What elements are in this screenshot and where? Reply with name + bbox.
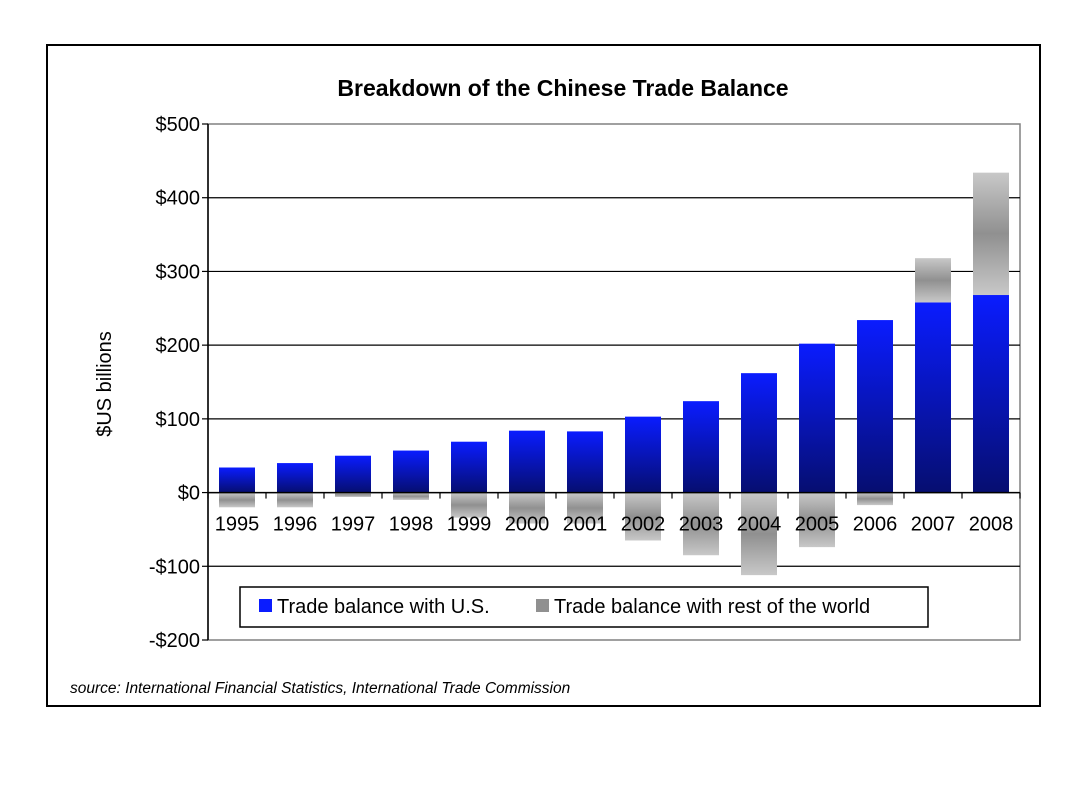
bar-us-1997	[335, 455, 371, 493]
bar-us-2000	[509, 430, 545, 493]
y-tick-label: $500	[156, 114, 201, 136]
y-tick-label: $400	[156, 188, 201, 210]
x-tick-label: 1995	[215, 514, 260, 536]
bar-us-2005	[799, 343, 835, 493]
bar-rest-1999	[451, 492, 487, 518]
x-tick-label: 1999	[447, 514, 492, 536]
bar-rest-2004	[741, 492, 777, 576]
chart-svg: Breakdown of the Chinese Trade Balance -…	[70, 75, 1021, 697]
bar-us-2008	[973, 295, 1009, 493]
legend-label-us: Trade balance with U.S.	[277, 596, 490, 618]
x-tick-label: 2006	[853, 514, 898, 536]
x-tick-label: 1997	[331, 514, 376, 536]
x-tick-label: 2000	[505, 514, 550, 536]
bar-rest-2005	[799, 492, 835, 548]
x-tick-label: 2004	[737, 514, 782, 536]
y-tick-label: $300	[156, 261, 201, 283]
x-tick-label: 2001	[563, 514, 608, 536]
bar-rest-1995	[219, 492, 255, 508]
bar-rest-2006	[857, 492, 893, 506]
bar-rest-1997	[335, 492, 371, 497]
x-tick-label: 1998	[389, 514, 434, 536]
y-tick-label: -$200	[149, 630, 200, 652]
x-tick-label: 2005	[795, 514, 840, 536]
y-tick-label: $200	[156, 335, 201, 357]
bar-rest-2001	[567, 492, 603, 524]
bar-us-1995	[219, 467, 255, 493]
bar-us-2006	[857, 320, 893, 493]
bar-us-2002	[625, 416, 661, 493]
x-tick-label: 2002	[621, 514, 666, 536]
bar-us-1999	[451, 441, 487, 493]
source-note: source: International Financial Statisti…	[70, 680, 570, 697]
y-tick-label: $0	[178, 483, 200, 505]
x-tick-label: 2003	[679, 514, 724, 536]
plot-area: -$200 -$100 $0 $100 $200 $300 $400 $500 1995 1996…	[149, 114, 1021, 652]
bar-us-1996	[277, 463, 313, 493]
x-tick-label: 1996	[273, 514, 318, 536]
legend-swatch-us	[259, 599, 272, 612]
bar-rest-2003	[683, 492, 719, 556]
y-axis-title: $US billions	[94, 331, 116, 437]
bar-us-1998	[393, 450, 429, 493]
y-tick-label: -$100	[149, 556, 200, 578]
bar-rest-2007	[915, 258, 951, 303]
bar-rest-2008	[973, 172, 1009, 296]
bar-us-2003	[683, 401, 719, 493]
bar-rest-1996	[277, 492, 313, 508]
bar-us-2004	[741, 373, 777, 493]
legend-box	[239, 586, 929, 628]
y-tick-label: $100	[156, 409, 201, 431]
x-tick-label: 2008	[969, 514, 1014, 536]
chart-frame: Breakdown of the Chinese Trade Balance -…	[46, 44, 1041, 707]
bar-rest-2002	[625, 492, 661, 541]
bar-us-2007	[915, 302, 951, 493]
bar-us-2001	[567, 431, 603, 493]
legend-swatch-rest	[536, 599, 549, 612]
legend-label-rest: Trade balance with rest of the world	[554, 596, 870, 618]
plot-frame	[207, 123, 1021, 641]
chart-title: Breakdown of the Chinese Trade Balance	[337, 75, 788, 101]
bar-rest-2000	[509, 492, 545, 524]
x-tick-label: 2007	[911, 514, 956, 536]
bar-rest-1998	[393, 492, 429, 500]
legend: Trade balance with U.S. Trade balance wi…	[239, 586, 929, 628]
